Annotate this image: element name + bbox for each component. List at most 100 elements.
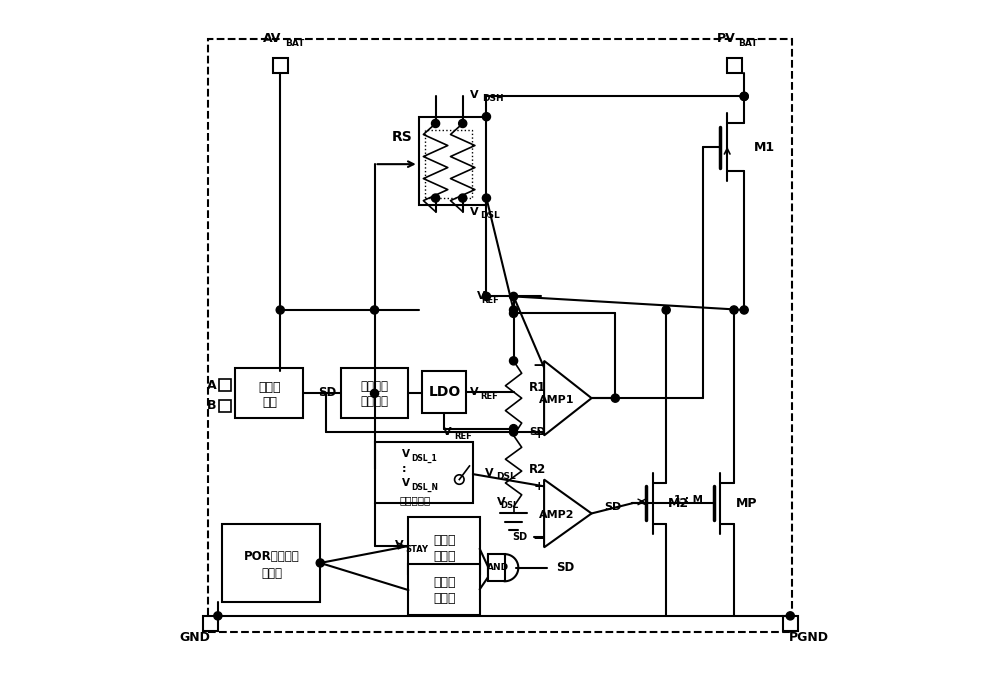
Text: V: V xyxy=(443,427,452,437)
Circle shape xyxy=(740,92,748,100)
Text: BAT: BAT xyxy=(738,39,757,48)
Text: 基准单元: 基准单元 xyxy=(361,395,389,408)
Circle shape xyxy=(509,357,518,365)
Circle shape xyxy=(459,119,467,127)
Text: V: V xyxy=(402,449,410,460)
Bar xyxy=(219,379,231,392)
Text: DSL_N: DSL_N xyxy=(411,482,438,492)
Text: V: V xyxy=(485,468,494,478)
Text: SD: SD xyxy=(318,385,336,398)
Circle shape xyxy=(276,306,284,314)
Text: GND: GND xyxy=(179,631,210,644)
Text: AMP1: AMP1 xyxy=(539,394,574,405)
Circle shape xyxy=(730,306,738,314)
Text: DSL: DSL xyxy=(496,473,516,481)
Text: PGND: PGND xyxy=(789,631,829,644)
Text: +: + xyxy=(533,428,544,441)
Bar xyxy=(488,554,505,582)
Circle shape xyxy=(509,424,518,432)
Text: DSL: DSL xyxy=(480,210,500,219)
Polygon shape xyxy=(544,361,592,435)
Text: 护模块: 护模块 xyxy=(261,567,282,580)
Text: R2: R2 xyxy=(529,463,546,476)
Text: AMP2: AMP2 xyxy=(539,510,574,520)
Text: R1: R1 xyxy=(529,381,546,394)
Text: AV: AV xyxy=(263,32,281,45)
Circle shape xyxy=(611,394,619,402)
Text: DSL: DSL xyxy=(501,501,519,511)
Text: 护模块: 护模块 xyxy=(433,550,456,563)
Text: 护模块: 护模块 xyxy=(433,592,456,605)
Text: POR超低压保: POR超低压保 xyxy=(244,550,299,563)
Text: LDO: LDO xyxy=(428,385,461,399)
Text: AND: AND xyxy=(487,563,509,572)
Text: :: : xyxy=(402,464,406,475)
Bar xyxy=(341,368,408,419)
Text: V: V xyxy=(469,206,478,217)
Text: SD: SD xyxy=(529,427,545,437)
Bar xyxy=(422,371,466,413)
Text: BAT: BAT xyxy=(285,39,305,48)
Text: STAY: STAY xyxy=(406,545,429,554)
Bar xyxy=(273,58,288,73)
Circle shape xyxy=(509,306,518,314)
Text: DSH: DSH xyxy=(482,94,503,103)
Circle shape xyxy=(482,194,491,202)
Text: REF: REF xyxy=(480,392,498,400)
Text: REF: REF xyxy=(454,432,472,441)
Text: −: − xyxy=(532,358,545,373)
Text: 1 : M: 1 : M xyxy=(674,495,703,505)
Bar xyxy=(203,616,218,631)
Text: −: − xyxy=(532,531,545,546)
Bar xyxy=(375,442,473,503)
Text: V: V xyxy=(469,90,478,100)
Bar xyxy=(425,130,472,198)
Text: RS: RS xyxy=(391,130,412,144)
Bar xyxy=(419,116,486,205)
Text: 过温保: 过温保 xyxy=(433,576,456,589)
Text: DSL_1: DSL_1 xyxy=(411,454,437,463)
Text: 择器: 择器 xyxy=(262,396,277,409)
Circle shape xyxy=(509,428,518,436)
Circle shape xyxy=(740,92,748,100)
Circle shape xyxy=(459,194,467,202)
Circle shape xyxy=(509,309,518,317)
Text: 高阶带隙: 高阶带隙 xyxy=(361,380,389,393)
Text: PV: PV xyxy=(716,32,735,45)
Text: 欠压保: 欠压保 xyxy=(433,534,456,547)
Text: M2: M2 xyxy=(668,496,689,510)
Text: V: V xyxy=(469,387,478,397)
Text: MP: MP xyxy=(736,496,758,510)
Text: V: V xyxy=(497,497,505,507)
Text: M1: M1 xyxy=(754,141,775,154)
Bar xyxy=(408,565,480,615)
Bar xyxy=(408,517,480,575)
Circle shape xyxy=(740,306,748,314)
Text: SD: SD xyxy=(512,532,527,542)
Text: V: V xyxy=(402,478,410,488)
Circle shape xyxy=(370,390,379,398)
Text: V: V xyxy=(476,291,485,302)
Bar xyxy=(222,524,320,601)
Circle shape xyxy=(214,612,222,620)
Circle shape xyxy=(509,292,518,300)
Circle shape xyxy=(370,306,379,314)
Circle shape xyxy=(316,559,324,567)
Bar xyxy=(783,616,798,631)
Text: SD: SD xyxy=(556,561,575,574)
Text: 连接选择器: 连接选择器 xyxy=(400,495,431,505)
Bar xyxy=(235,368,303,419)
Text: V: V xyxy=(395,540,404,550)
Circle shape xyxy=(482,292,491,300)
Bar xyxy=(727,58,742,73)
Text: B: B xyxy=(207,399,217,412)
Circle shape xyxy=(786,612,794,620)
Bar xyxy=(219,400,231,412)
Text: A: A xyxy=(207,379,217,392)
Circle shape xyxy=(431,194,440,202)
Circle shape xyxy=(431,119,440,127)
Text: REF: REF xyxy=(481,296,499,305)
Text: +: + xyxy=(533,480,544,493)
Text: SD: SD xyxy=(604,502,621,511)
Circle shape xyxy=(482,112,491,121)
